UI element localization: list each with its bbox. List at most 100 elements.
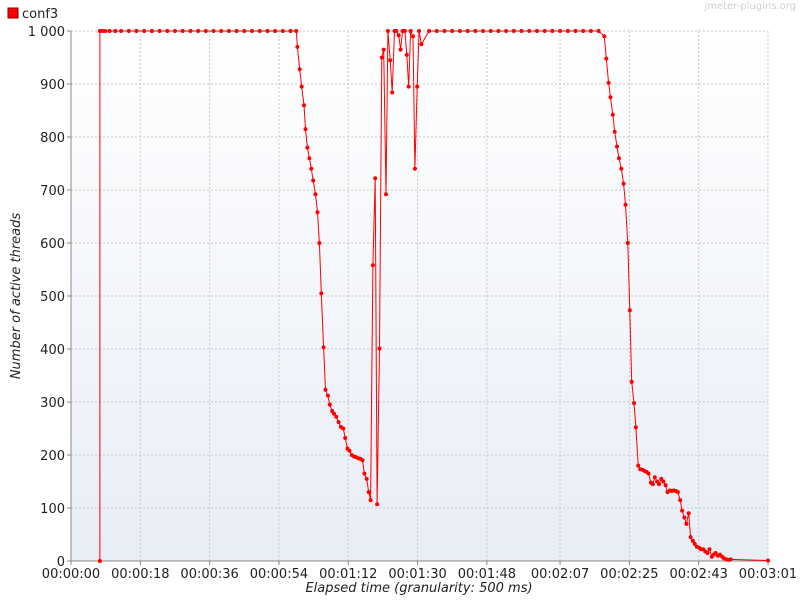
data-point: [219, 29, 224, 33]
data-point: [396, 33, 401, 38]
data-point: [581, 29, 586, 33]
x-tick-label: 00:01:30: [388, 567, 446, 582]
data-point: [527, 29, 532, 33]
data-point: [377, 346, 382, 351]
data-point: [368, 498, 373, 503]
data-point: [713, 551, 718, 555]
data-point: [394, 29, 399, 33]
data-point: [299, 84, 304, 89]
y-axis-ticks: 0 100 200 300 400 500 600 700 800 900 1 000: [28, 25, 71, 570]
x-tick-label: 00:02:43: [669, 567, 727, 582]
data-point: [707, 547, 712, 552]
y-tick-label: 700: [40, 184, 65, 199]
data-point: [119, 29, 124, 33]
data-point: [321, 345, 326, 350]
x-tick-label: 00:03:01: [739, 567, 797, 582]
data-point: [650, 482, 655, 487]
data-point: [615, 144, 619, 149]
data-point: [766, 558, 770, 563]
data-point: [319, 291, 324, 296]
data-point: [149, 29, 154, 33]
data-point: [381, 47, 386, 52]
y-tick-label: 100: [40, 502, 65, 517]
data-point: [317, 241, 322, 245]
data-point: [450, 29, 455, 33]
data-point: [496, 29, 501, 33]
data-point: [388, 58, 393, 63]
x-tick-label: 00:02:25: [600, 567, 658, 582]
data-point: [373, 176, 378, 181]
data-point: [657, 482, 661, 487]
y-tick-label: 800: [40, 131, 65, 146]
data-point: [315, 210, 320, 215]
data-point: [165, 29, 170, 33]
data-point: [675, 490, 680, 495]
data-point: [652, 475, 657, 480]
data-point: [307, 156, 312, 161]
data-point: [688, 535, 693, 540]
data-point: [364, 476, 369, 481]
data-point: [97, 559, 102, 563]
data-point: [257, 29, 262, 33]
data-point: [203, 29, 208, 33]
data-point: [303, 127, 308, 132]
data-point: [234, 29, 239, 33]
data-point: [678, 498, 683, 503]
data-point: [273, 29, 278, 33]
data-point: [302, 103, 306, 108]
data-point: [332, 411, 336, 416]
y-tick-label: 600: [40, 237, 65, 252]
data-point: [465, 29, 470, 33]
data-point: [619, 166, 624, 171]
data-point: [415, 84, 420, 89]
data-point: [565, 29, 570, 33]
data-point: [728, 557, 733, 562]
y-tick-label: 200: [40, 449, 65, 464]
data-point: [629, 379, 634, 384]
data-point: [457, 29, 462, 33]
data-point: [442, 29, 447, 33]
data-point: [341, 426, 346, 431]
data-point: [588, 29, 593, 33]
data-point: [684, 521, 689, 526]
data-point: [661, 479, 666, 484]
data-point: [305, 145, 310, 150]
data-point: [542, 29, 547, 33]
data-point: [404, 52, 409, 57]
data-point: [113, 29, 118, 33]
legend-swatch-conf3: [7, 7, 19, 19]
data-point: [226, 29, 231, 33]
data-point: [370, 263, 375, 268]
data-point: [196, 29, 201, 33]
data-point: [558, 29, 563, 33]
data-point: [390, 90, 395, 95]
x-axis-ticks: 00:00:00 00:00:18 00:00:36 00:00:54 00:01:12…: [42, 561, 797, 582]
data-point: [623, 202, 628, 207]
data-point: [347, 448, 352, 453]
data-point: [625, 241, 630, 245]
data-point: [608, 95, 613, 100]
data-point: [250, 29, 254, 33]
data-point: [362, 471, 367, 476]
data-point: [473, 29, 478, 33]
data-point: [126, 29, 131, 33]
data-point: [511, 29, 516, 33]
series-conf3: [97, 29, 770, 563]
data-point: [627, 308, 632, 313]
data-point: [142, 29, 147, 33]
data-point: [612, 129, 617, 134]
data-point: [402, 29, 407, 33]
data-point: [375, 502, 380, 507]
data-point: [384, 192, 388, 197]
x-tick-label: 00:00:54: [250, 567, 308, 582]
data-point: [632, 401, 636, 406]
data-point: [633, 425, 638, 430]
data-point: [434, 29, 439, 33]
data-point: [621, 181, 626, 186]
data-point: [327, 402, 332, 407]
data-point: [188, 29, 193, 33]
data-point: [157, 29, 162, 33]
data-point: [417, 29, 422, 33]
data-point: [411, 34, 415, 39]
data-point: [360, 458, 365, 463]
